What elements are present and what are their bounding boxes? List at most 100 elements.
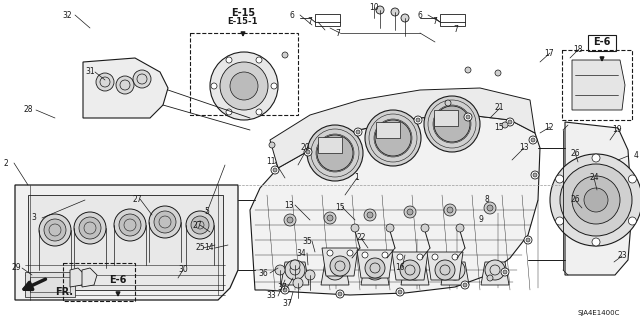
Polygon shape <box>427 252 463 280</box>
Polygon shape <box>357 250 393 278</box>
Text: 7: 7 <box>454 26 458 34</box>
Circle shape <box>508 120 512 124</box>
Bar <box>588 35 616 51</box>
Circle shape <box>338 292 342 296</box>
Text: 37: 37 <box>277 284 287 293</box>
Circle shape <box>484 202 496 214</box>
Text: 12: 12 <box>544 122 554 131</box>
Polygon shape <box>281 262 309 285</box>
Bar <box>30 277 70 292</box>
Bar <box>63 263 135 301</box>
Circle shape <box>487 275 493 281</box>
Text: 32: 32 <box>62 11 72 19</box>
Circle shape <box>391 8 399 16</box>
Polygon shape <box>82 268 97 287</box>
Circle shape <box>356 130 360 134</box>
Circle shape <box>452 254 458 260</box>
Circle shape <box>628 175 636 183</box>
Circle shape <box>285 260 305 280</box>
Circle shape <box>501 268 509 276</box>
Circle shape <box>186 211 214 239</box>
Text: 7: 7 <box>308 18 312 26</box>
Polygon shape <box>441 262 469 285</box>
Text: FR.: FR. <box>55 287 73 297</box>
Circle shape <box>445 100 451 106</box>
Circle shape <box>191 216 209 234</box>
Text: 36: 36 <box>258 269 268 278</box>
Circle shape <box>556 175 564 183</box>
Circle shape <box>444 204 456 216</box>
Circle shape <box>336 290 344 298</box>
Circle shape <box>592 238 600 246</box>
Polygon shape <box>15 185 238 300</box>
Circle shape <box>556 217 564 225</box>
Polygon shape <box>250 115 540 295</box>
Circle shape <box>465 67 471 73</box>
Circle shape <box>230 72 258 100</box>
Circle shape <box>79 217 101 239</box>
Circle shape <box>367 212 373 218</box>
Circle shape <box>533 173 537 177</box>
Circle shape <box>304 148 312 156</box>
Text: 37: 37 <box>282 299 292 308</box>
Text: 27: 27 <box>132 195 142 204</box>
Circle shape <box>572 176 620 224</box>
Circle shape <box>375 120 411 156</box>
Text: 29: 29 <box>11 263 21 272</box>
Circle shape <box>74 212 106 244</box>
Text: 18: 18 <box>573 46 583 55</box>
Bar <box>25 272 75 297</box>
Text: 31: 31 <box>85 68 95 77</box>
Circle shape <box>550 154 640 246</box>
Text: E-15: E-15 <box>231 8 255 18</box>
Circle shape <box>463 283 467 287</box>
Circle shape <box>269 142 275 148</box>
Circle shape <box>495 70 501 76</box>
Circle shape <box>347 250 353 256</box>
Circle shape <box>432 254 438 260</box>
Polygon shape <box>321 262 349 285</box>
Text: 19: 19 <box>612 125 622 135</box>
Circle shape <box>464 113 472 121</box>
Circle shape <box>114 209 146 241</box>
Circle shape <box>306 150 310 154</box>
Circle shape <box>592 154 600 162</box>
Circle shape <box>584 188 608 212</box>
Text: 13: 13 <box>519 144 529 152</box>
Polygon shape <box>270 88 535 168</box>
Circle shape <box>405 260 425 280</box>
Bar <box>562 50 632 120</box>
Bar <box>434 110 458 126</box>
Circle shape <box>293 278 303 288</box>
Text: 23: 23 <box>617 251 627 261</box>
Text: 34: 34 <box>296 249 306 257</box>
Circle shape <box>456 224 464 232</box>
Circle shape <box>531 171 539 179</box>
Circle shape <box>404 206 416 218</box>
Circle shape <box>424 96 480 152</box>
Circle shape <box>256 109 262 115</box>
Circle shape <box>330 256 350 276</box>
Circle shape <box>364 209 376 221</box>
Text: 20: 20 <box>300 143 310 152</box>
Text: 22: 22 <box>356 234 365 242</box>
Text: 14: 14 <box>204 243 214 253</box>
Circle shape <box>560 164 632 236</box>
Circle shape <box>327 215 333 221</box>
Circle shape <box>461 281 469 289</box>
Circle shape <box>503 270 507 274</box>
Circle shape <box>149 206 181 238</box>
Circle shape <box>351 224 359 232</box>
Circle shape <box>487 205 493 211</box>
Text: 4: 4 <box>634 152 639 160</box>
Circle shape <box>307 125 363 181</box>
Circle shape <box>282 52 288 58</box>
Bar <box>440 14 465 26</box>
Circle shape <box>386 224 394 232</box>
Polygon shape <box>70 268 85 287</box>
Text: 16: 16 <box>395 263 405 272</box>
Polygon shape <box>572 60 625 110</box>
Text: 1: 1 <box>355 174 360 182</box>
Text: 6: 6 <box>417 11 422 19</box>
Polygon shape <box>361 262 389 285</box>
